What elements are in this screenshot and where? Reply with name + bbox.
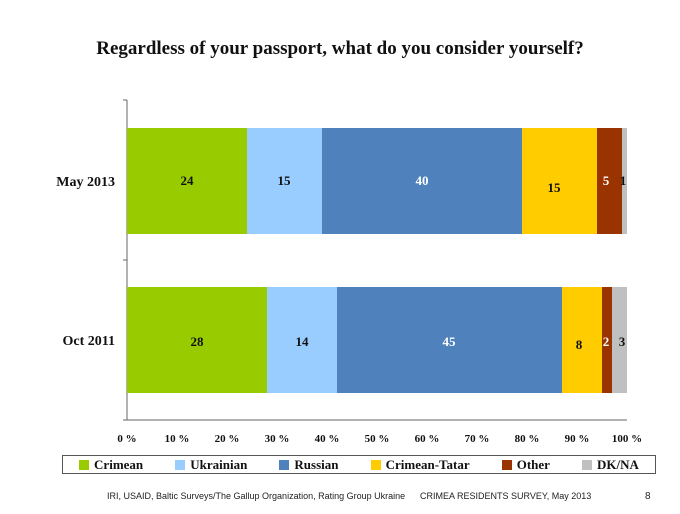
- legend-swatch: [79, 459, 90, 470]
- legend-swatch: [175, 459, 186, 470]
- data-label: 24: [181, 173, 195, 188]
- legend-label: Russian: [294, 456, 339, 472]
- legend-label: Crimean: [94, 456, 144, 472]
- bar-segment: [127, 287, 267, 393]
- legend-swatch: [501, 459, 512, 470]
- footer-source: IRI, USAID, Baltic Surveys/The Gallup Or…: [107, 491, 406, 501]
- bar-segment: [562, 287, 602, 393]
- legend-swatch: [370, 459, 381, 470]
- data-label: 1: [620, 173, 627, 188]
- legend-item: DK/NA: [582, 457, 639, 473]
- data-label: 3: [619, 334, 626, 349]
- category-label: Oct 2011: [63, 334, 116, 349]
- footer-survey: CRIMEA RESIDENTS SURVEY, May 2013: [420, 491, 592, 501]
- data-label: 28: [191, 334, 205, 349]
- legend-item: Crimean-Tatar: [370, 456, 470, 473]
- bar-segment: [602, 287, 612, 393]
- bar-segment: [267, 287, 337, 393]
- legend-label: DK/NA: [597, 456, 639, 472]
- data-label: 40: [416, 173, 429, 188]
- x-tick-label: 70 %: [465, 433, 490, 445]
- x-tick-label: 20 %: [215, 433, 240, 445]
- bar-segment: [622, 128, 627, 234]
- x-tick-label: 90 %: [565, 433, 590, 445]
- bar-segment: [522, 128, 597, 234]
- legend-item: Crimean: [79, 457, 143, 473]
- bar-segment: [337, 287, 562, 393]
- data-label: 45: [443, 334, 457, 349]
- legend-label: Ukrainian: [190, 456, 248, 472]
- x-tick-label: 10 %: [165, 433, 190, 445]
- legend-item: Russian: [279, 456, 339, 473]
- x-tick-label: 30 %: [265, 433, 290, 445]
- x-tick-label: 60 %: [415, 433, 440, 445]
- bar-segment: [247, 128, 322, 234]
- x-tick-label: 0 %: [117, 433, 136, 445]
- data-label: 15: [278, 173, 292, 188]
- x-tick-label: 80 %: [515, 433, 540, 445]
- bar-segment: [612, 287, 627, 393]
- page-number: 8: [645, 491, 651, 502]
- data-label: 5: [603, 173, 610, 188]
- legend-swatch: [582, 459, 593, 470]
- bar-segment: [597, 128, 622, 234]
- category-label: May 2013: [56, 175, 115, 190]
- bar-segment: [127, 128, 247, 234]
- data-label: 15: [548, 180, 562, 195]
- x-tick-label: 40 %: [315, 433, 340, 445]
- x-tick-label: 50 %: [365, 433, 390, 445]
- chart-legend: Crimean Ukrainian Russian Crimean-Tatar Othe…: [62, 455, 656, 474]
- chart-title: Regardless of your passport, what do you…: [96, 38, 584, 59]
- data-label: 14: [296, 334, 310, 349]
- legend-label: Crimean-Tatar: [385, 456, 470, 472]
- legend-item: Other: [501, 456, 550, 473]
- x-tick-label: 100 %: [612, 433, 642, 445]
- legend-label: Other: [516, 456, 550, 472]
- legend-item: Ukrainian: [175, 457, 247, 473]
- data-label: 2: [603, 334, 610, 349]
- bar-segment: [322, 128, 522, 234]
- legend-swatch: [279, 459, 290, 470]
- data-label: 8: [576, 337, 583, 352]
